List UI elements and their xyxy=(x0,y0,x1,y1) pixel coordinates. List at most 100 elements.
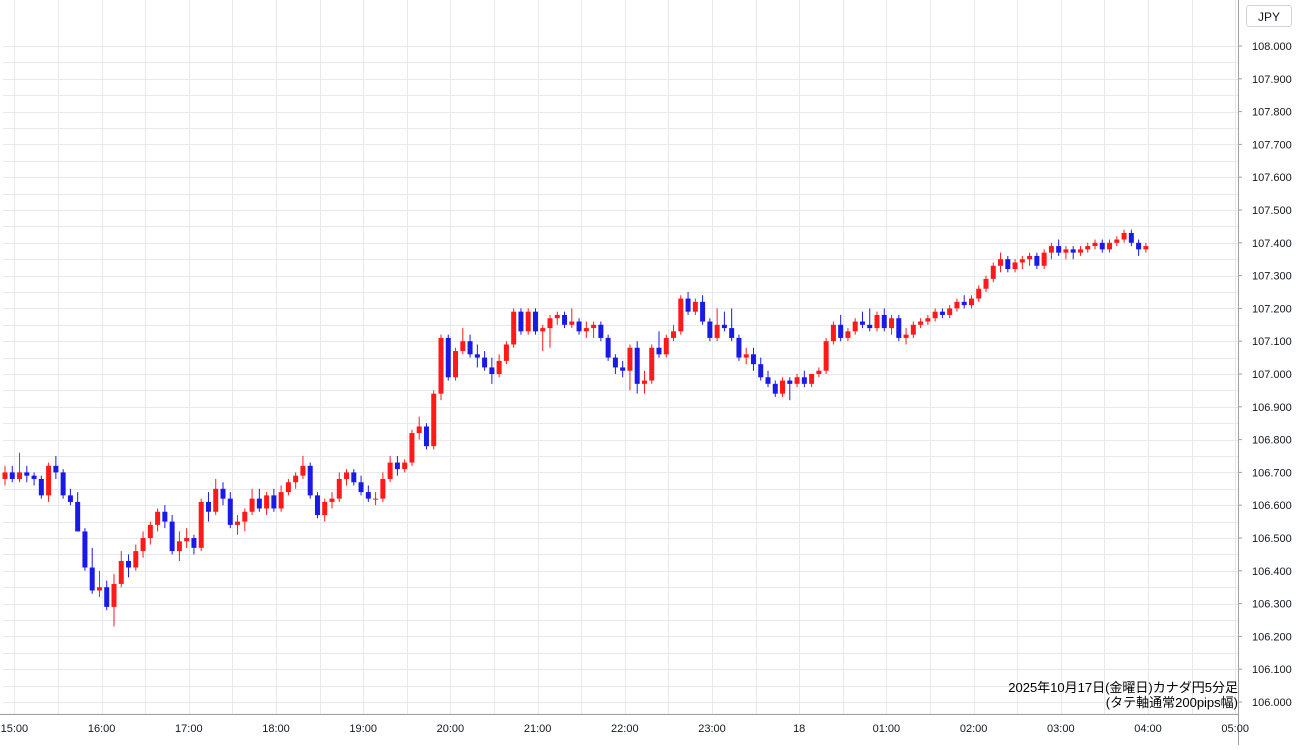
candle-up[interactable] xyxy=(1114,236,1120,247)
candle-down[interactable] xyxy=(939,308,945,319)
candle-up[interactable] xyxy=(547,314,553,348)
candle-down[interactable] xyxy=(605,334,611,361)
candle-up[interactable] xyxy=(96,570,102,598)
candle-down[interactable] xyxy=(765,370,771,388)
candle-up[interactable] xyxy=(140,531,146,558)
candle-down[interactable] xyxy=(474,344,480,368)
candle-down[interactable] xyxy=(612,354,618,374)
candle-up[interactable] xyxy=(285,478,291,496)
candle-down[interactable] xyxy=(227,492,233,529)
candle-up[interactable] xyxy=(155,508,161,532)
candle-up[interactable] xyxy=(794,374,800,388)
candle-up[interactable] xyxy=(322,498,328,522)
candle-up[interactable] xyxy=(1019,255,1025,270)
candle-down[interactable] xyxy=(24,465,30,483)
candle-up[interactable] xyxy=(591,321,597,338)
candle-up[interactable] xyxy=(1077,246,1083,256)
candle-up[interactable] xyxy=(503,341,509,365)
candle-up[interactable] xyxy=(976,285,982,302)
candle-down[interactable] xyxy=(729,308,735,342)
candle-up[interactable] xyxy=(852,318,858,335)
candle-down[interactable] xyxy=(721,311,727,332)
candle-up[interactable] xyxy=(198,498,204,552)
candle-down[interactable] xyxy=(1070,246,1076,260)
candle-up[interactable] xyxy=(968,295,974,309)
candle-down[interactable] xyxy=(685,292,691,315)
candle-down[interactable] xyxy=(82,528,88,571)
candle-up[interactable] xyxy=(525,308,531,335)
candle-up[interactable] xyxy=(293,472,299,489)
candle-up[interactable] xyxy=(17,452,23,483)
candle-down[interactable] xyxy=(38,475,44,499)
candle-down[interactable] xyxy=(31,472,37,486)
candle-up[interactable] xyxy=(242,508,248,532)
candle-up[interactable] xyxy=(540,324,546,352)
candle-down[interactable] xyxy=(634,341,640,394)
candle-down[interactable] xyxy=(423,423,429,450)
candle-up[interactable] xyxy=(932,308,938,322)
candle-down[interactable] xyxy=(1128,229,1134,247)
candle-up[interactable] xyxy=(235,515,241,535)
candle-up[interactable] xyxy=(780,377,786,397)
candle-up[interactable] xyxy=(889,314,895,335)
candle-down[interactable] xyxy=(271,488,277,512)
candle-down[interactable] xyxy=(1005,255,1011,273)
candle-up[interactable] xyxy=(176,531,182,561)
candle-up[interactable] xyxy=(460,328,466,355)
candle-up[interactable] xyxy=(816,367,822,378)
candle-up[interactable] xyxy=(990,262,996,283)
candle-down[interactable] xyxy=(126,554,132,578)
candle-up[interactable] xyxy=(1143,242,1149,253)
candle-up[interactable] xyxy=(147,521,153,545)
candle-down[interactable] xyxy=(518,308,524,335)
candle-up[interactable] xyxy=(300,456,306,479)
candle-down[interactable] xyxy=(801,370,807,388)
candle-down[interactable] xyxy=(750,347,756,371)
candle-up[interactable] xyxy=(809,374,815,388)
candle-up[interactable] xyxy=(1121,229,1127,243)
candle-up[interactable] xyxy=(111,574,117,627)
candle-up[interactable] xyxy=(511,308,517,348)
candle-up[interactable] xyxy=(692,298,698,315)
candle-up[interactable] xyxy=(1012,259,1018,273)
candle-down[interactable] xyxy=(67,488,73,506)
candle-down[interactable] xyxy=(1099,239,1105,253)
candle-down[interactable] xyxy=(772,380,778,397)
candle-up[interactable] xyxy=(903,328,909,345)
candle-up[interactable] xyxy=(627,344,633,391)
candle-down[interactable] xyxy=(220,482,226,506)
candle-up[interactable] xyxy=(1027,252,1033,266)
candle-up[interactable] xyxy=(249,488,255,516)
candle-down[interactable] xyxy=(867,308,873,332)
candle-up[interactable] xyxy=(925,314,931,325)
candle-down[interactable] xyxy=(1056,239,1062,256)
candle-down[interactable] xyxy=(489,357,495,384)
candle-up[interactable] xyxy=(910,321,916,338)
candle-up[interactable] xyxy=(874,311,880,332)
currency-label[interactable]: JPY xyxy=(1246,5,1292,27)
candle-down[interactable] xyxy=(736,334,742,361)
candle-down[interactable] xyxy=(191,534,197,555)
candle-down[interactable] xyxy=(104,580,110,611)
candle-down[interactable] xyxy=(787,377,793,401)
candle-down[interactable] xyxy=(896,314,902,342)
candle-up[interactable] xyxy=(344,469,350,486)
candle-up[interactable] xyxy=(743,347,749,365)
candle-down[interactable] xyxy=(1034,252,1040,270)
candle-down[interactable] xyxy=(598,321,604,342)
candle-up[interactable] xyxy=(845,328,851,342)
candle-up[interactable] xyxy=(2,465,8,486)
candle-up[interactable] xyxy=(46,462,52,502)
candle-down[interactable] xyxy=(1136,239,1142,256)
candle-down[interactable] xyxy=(60,469,66,499)
candle-up[interactable] xyxy=(663,334,669,358)
candle-up[interactable] xyxy=(409,429,415,466)
candle-up[interactable] xyxy=(496,354,502,378)
candle-down[interactable] xyxy=(445,334,451,381)
candle-down[interactable] xyxy=(881,308,887,332)
candle-up[interactable] xyxy=(583,321,589,338)
candle-up[interactable] xyxy=(983,275,989,292)
candle-down[interactable] xyxy=(53,456,59,479)
candle-up[interactable] xyxy=(373,492,379,506)
